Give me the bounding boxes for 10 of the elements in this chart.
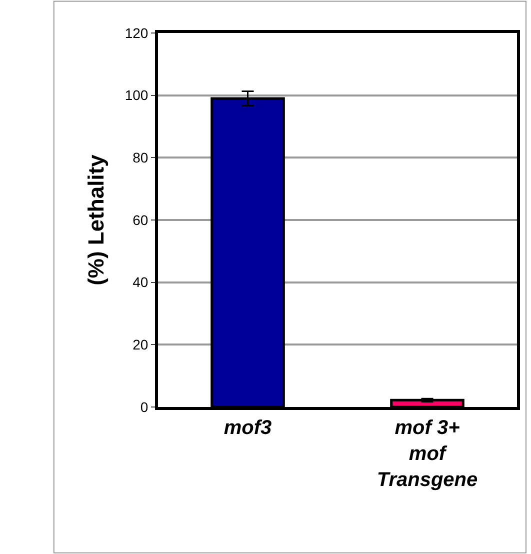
- y-tick-label: 60: [132, 212, 148, 228]
- x-tick-label: mof 3+ mof Transgene: [376, 417, 478, 491]
- y-tick-label: 40: [132, 274, 148, 290]
- y-tick-label: 120: [124, 24, 148, 41]
- y-tick-label: 20: [132, 336, 148, 353]
- y-tick-label: 80: [132, 150, 148, 166]
- y-tick-label: 100: [124, 87, 148, 104]
- y-tick-label: 0: [140, 398, 148, 415]
- y-axis-title: (%) Lethality: [84, 154, 109, 286]
- x-tick-label: mof3: [224, 417, 272, 439]
